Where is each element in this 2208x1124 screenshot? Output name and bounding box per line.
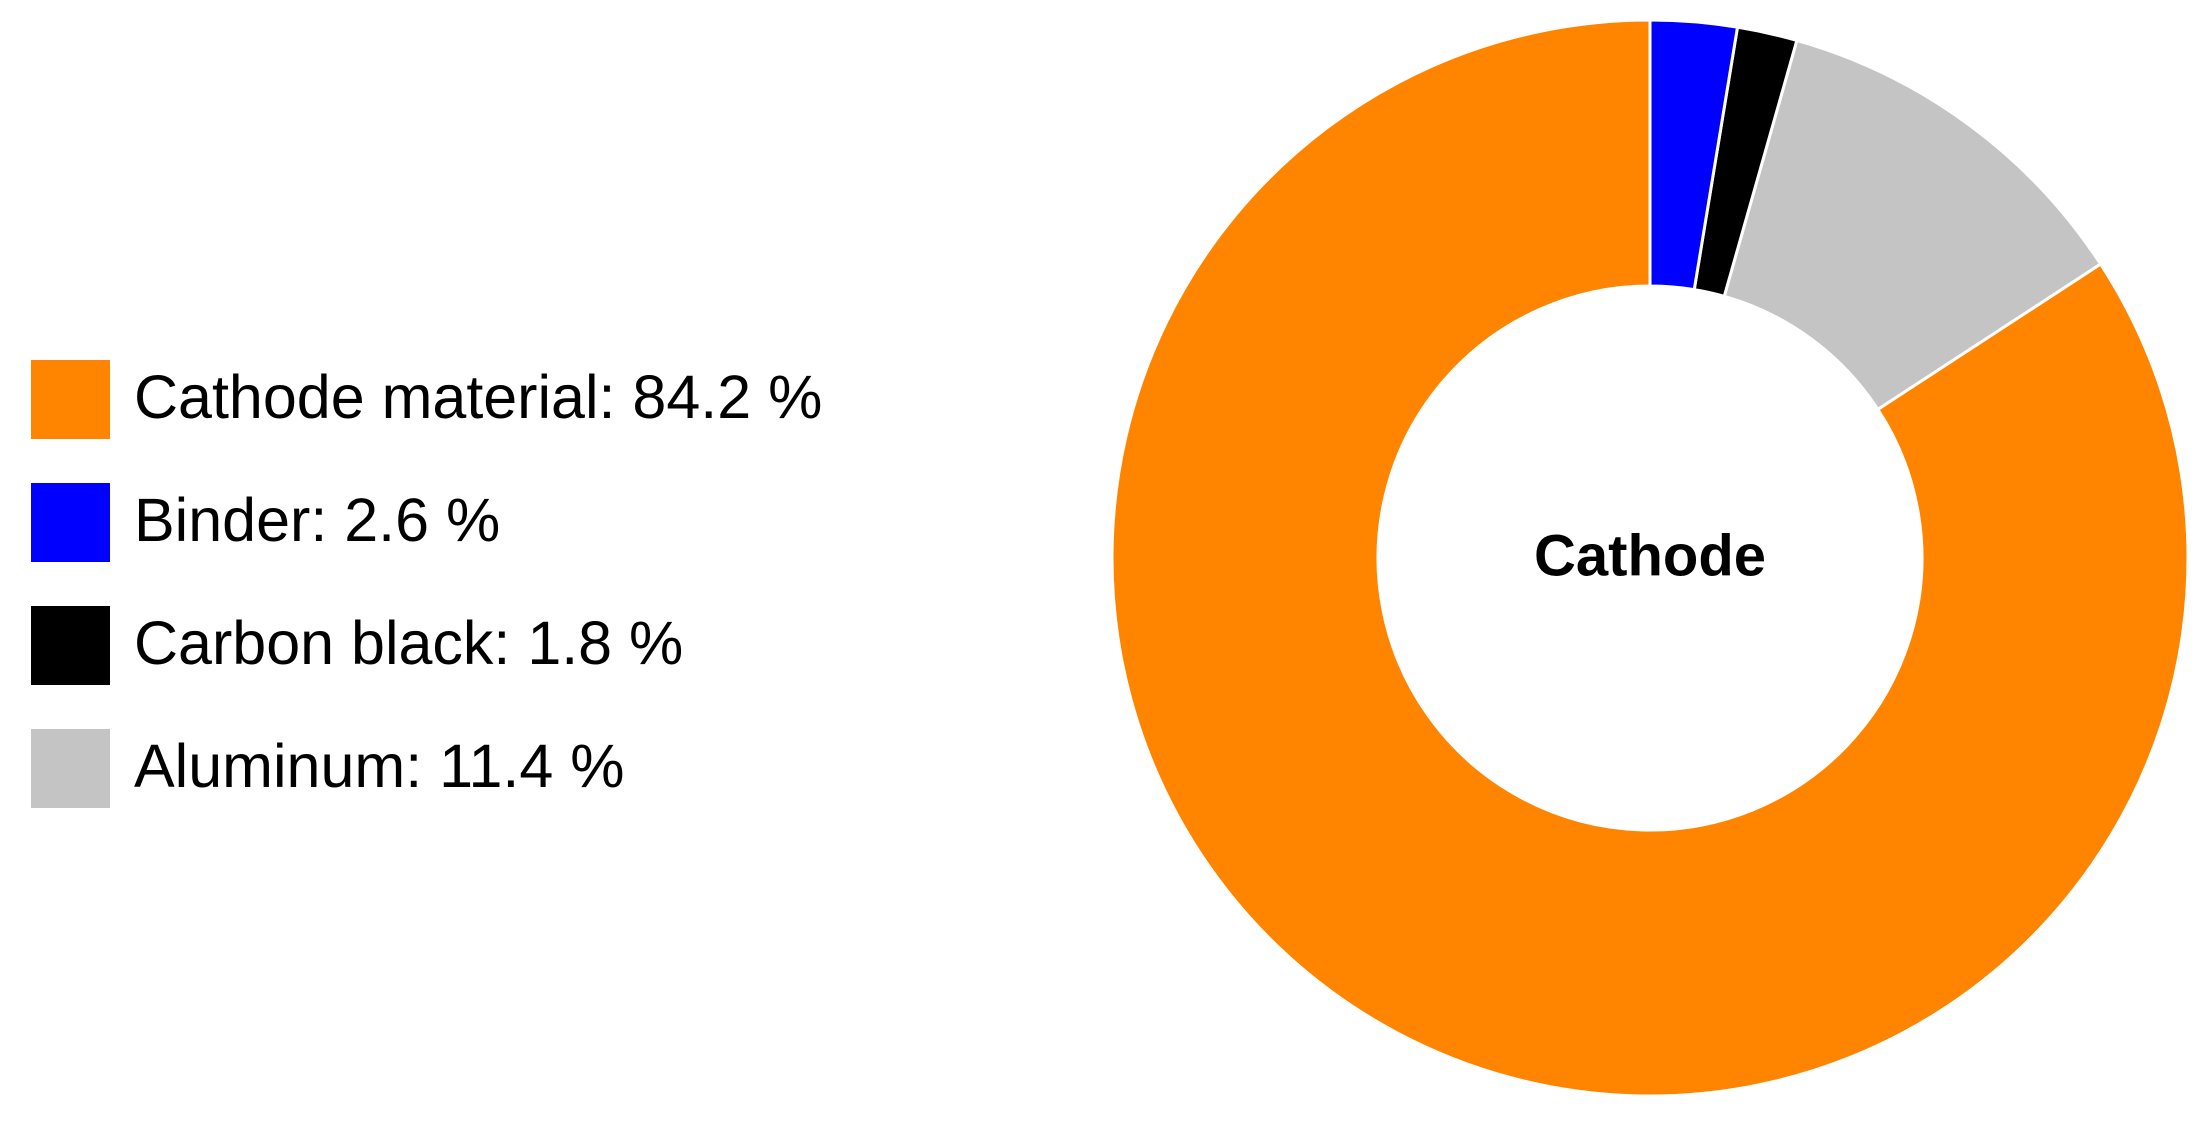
legend-swatch xyxy=(31,606,110,685)
legend-label: Aluminum: 11.4 % xyxy=(134,732,624,800)
legend-label: Binder: 2.6 % xyxy=(134,486,500,554)
donut-slice xyxy=(1722,38,2103,412)
donut-slice xyxy=(1110,18,2190,1098)
legend-swatch xyxy=(31,360,110,439)
donut-slice xyxy=(1692,25,1799,299)
legend-swatch xyxy=(31,483,110,562)
legend-label: Cathode material: 84.2 % xyxy=(134,363,822,431)
legend-label: Carbon black: 1.8 % xyxy=(134,609,683,677)
center-label: Cathode xyxy=(1534,523,1766,588)
legend-swatch xyxy=(31,729,110,808)
donut-slice xyxy=(1648,18,1740,292)
